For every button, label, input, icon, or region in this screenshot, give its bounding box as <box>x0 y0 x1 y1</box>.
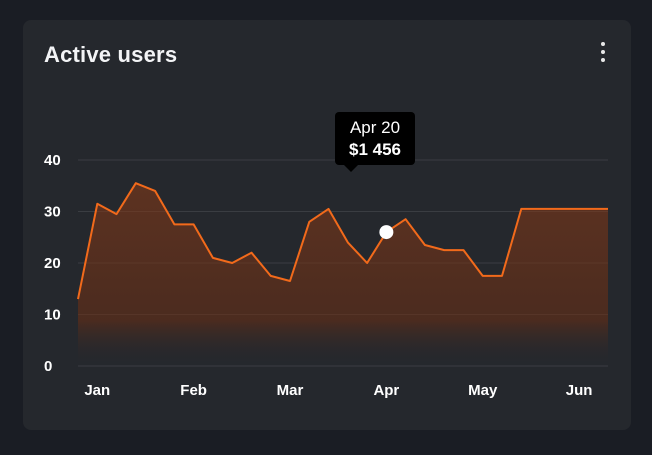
tooltip: Apr 20 $1 456 <box>335 112 415 172</box>
tooltip-date: Apr 20 <box>349 118 401 137</box>
x-tick-label: Feb <box>180 382 207 399</box>
y-tick-label: 10 <box>44 307 61 324</box>
tooltip-value: $1 456 <box>349 140 401 159</box>
x-tick-label: May <box>468 382 498 399</box>
y-tick-label: 40 <box>44 152 61 169</box>
y-tick-label: 20 <box>44 255 61 272</box>
x-tick-label: Jun <box>566 382 593 399</box>
card-title: Active users <box>44 42 178 67</box>
y-tick-label: 30 <box>44 204 61 221</box>
y-tick-label: 0 <box>44 358 52 375</box>
x-tick-label: Apr <box>373 382 399 399</box>
highlight-point[interactable] <box>379 225 394 240</box>
area-fill <box>78 183 608 366</box>
tooltip-caret <box>344 165 358 172</box>
more-vertical-icon[interactable] <box>595 40 611 64</box>
x-tick-label: Jan <box>84 382 110 399</box>
x-tick-label: Mar <box>277 382 304 399</box>
series-line <box>77 182 608 300</box>
